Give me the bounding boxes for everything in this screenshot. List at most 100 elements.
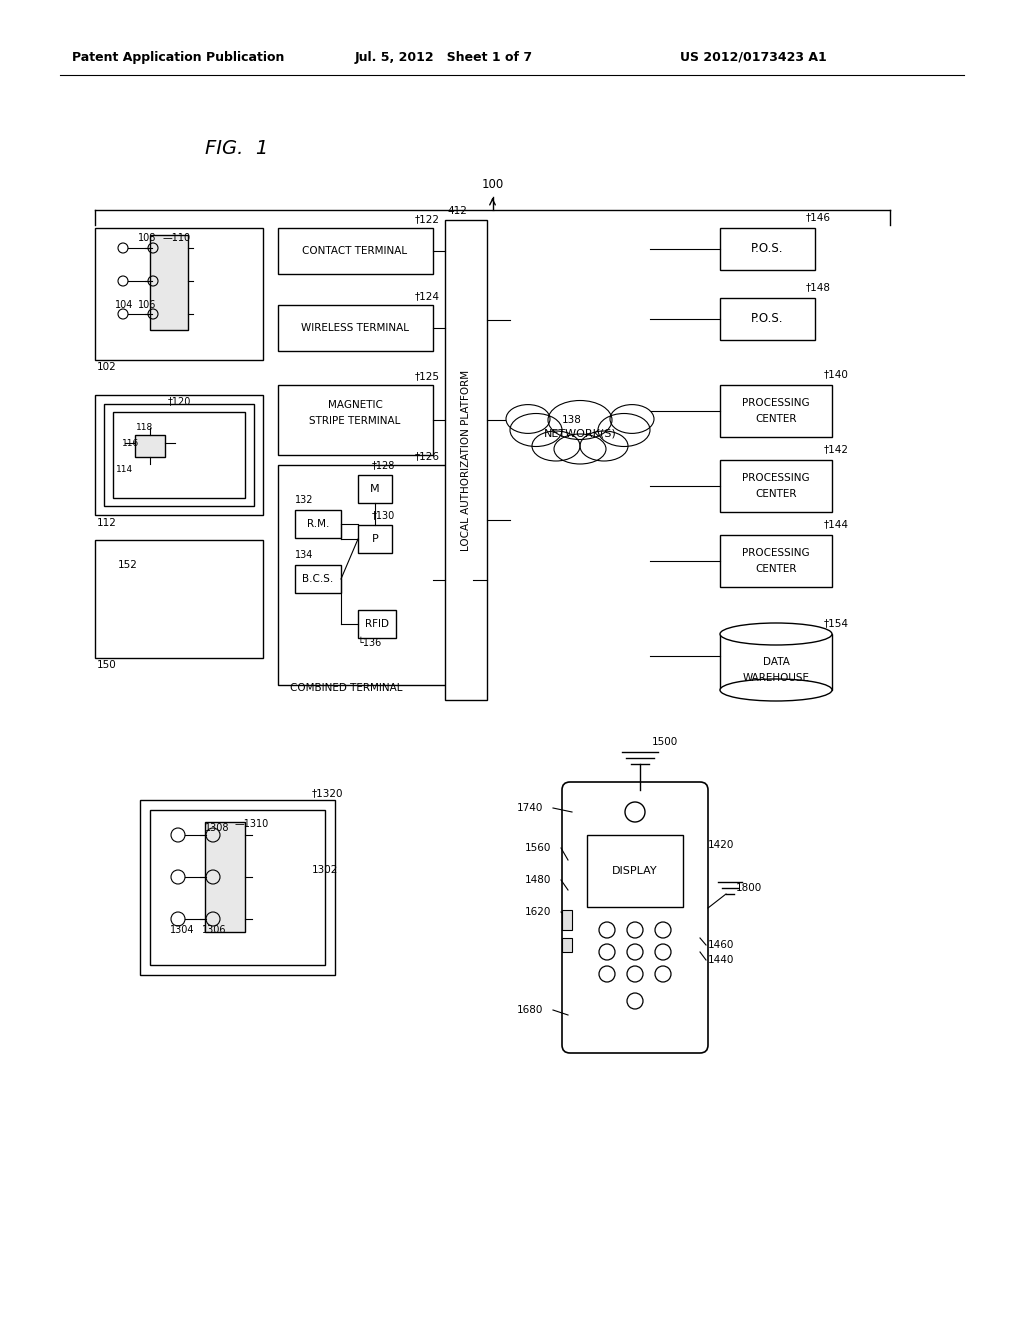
Ellipse shape xyxy=(720,623,831,645)
Text: 132: 132 xyxy=(295,495,313,506)
Text: 1740: 1740 xyxy=(517,803,544,813)
Ellipse shape xyxy=(506,405,550,433)
Ellipse shape xyxy=(598,413,650,446)
Text: —110: —110 xyxy=(163,234,191,243)
Text: P.O.S.: P.O.S. xyxy=(751,313,783,326)
Text: †146: †146 xyxy=(806,213,831,222)
Text: PROCESSING: PROCESSING xyxy=(742,548,810,558)
Bar xyxy=(445,220,487,700)
Text: 108: 108 xyxy=(138,234,157,243)
Ellipse shape xyxy=(580,432,628,461)
Text: †125: †125 xyxy=(415,371,440,381)
Ellipse shape xyxy=(532,432,580,461)
Bar xyxy=(720,459,831,512)
Bar xyxy=(720,535,831,587)
Text: NETWORK(S): NETWORK(S) xyxy=(544,428,616,438)
Text: 114: 114 xyxy=(116,466,133,474)
Bar xyxy=(95,540,263,657)
Text: †126: †126 xyxy=(415,451,440,461)
Ellipse shape xyxy=(548,400,612,440)
Bar xyxy=(562,939,572,952)
Bar xyxy=(358,525,392,553)
Text: 1302: 1302 xyxy=(312,865,338,875)
Text: DISPLAY: DISPLAY xyxy=(612,866,657,876)
Text: WAREHOUSE: WAREHOUSE xyxy=(742,673,810,682)
Text: FIG.  1: FIG. 1 xyxy=(205,139,268,157)
FancyBboxPatch shape xyxy=(562,781,708,1053)
Text: 1304: 1304 xyxy=(170,925,195,935)
Bar xyxy=(140,800,335,975)
Text: 138: 138 xyxy=(562,414,582,425)
Text: CONTACT TERMINAL: CONTACT TERMINAL xyxy=(302,246,408,256)
Text: †130: †130 xyxy=(372,510,395,520)
Text: 1800: 1800 xyxy=(736,883,762,894)
Text: STRIPE TERMINAL: STRIPE TERMINAL xyxy=(309,416,400,426)
Text: P.O.S.: P.O.S. xyxy=(751,243,783,256)
Bar xyxy=(95,395,263,515)
Text: †142: †142 xyxy=(824,444,849,454)
Text: CENTER: CENTER xyxy=(756,564,797,574)
Text: PROCESSING: PROCESSING xyxy=(742,473,810,483)
Bar xyxy=(720,228,815,271)
Bar xyxy=(720,634,831,690)
Bar xyxy=(104,404,254,506)
Bar xyxy=(135,436,165,457)
Text: 112: 112 xyxy=(97,517,117,528)
Bar xyxy=(358,475,392,503)
Text: 1308: 1308 xyxy=(205,822,229,833)
Text: 100: 100 xyxy=(481,178,504,191)
Text: †148: †148 xyxy=(806,282,831,292)
Bar xyxy=(278,305,433,351)
Text: B.C.S.: B.C.S. xyxy=(302,574,334,583)
Bar xyxy=(295,510,341,539)
Bar xyxy=(587,836,683,907)
Text: MAGNETIC: MAGNETIC xyxy=(328,400,382,411)
Text: Patent Application Publication: Patent Application Publication xyxy=(72,50,285,63)
Text: 1306: 1306 xyxy=(202,925,226,935)
Text: 118: 118 xyxy=(136,424,154,433)
Text: CENTER: CENTER xyxy=(756,414,797,424)
Text: R.M.: R.M. xyxy=(307,519,329,529)
Text: †122: †122 xyxy=(415,214,440,224)
Text: COMBINED TERMINAL: COMBINED TERMINAL xyxy=(290,682,402,693)
Bar xyxy=(150,235,188,330)
Text: †124: †124 xyxy=(415,290,440,301)
Text: 1680: 1680 xyxy=(517,1005,544,1015)
Text: 1440: 1440 xyxy=(708,954,734,965)
Text: 412: 412 xyxy=(447,206,467,216)
Text: 102: 102 xyxy=(97,362,117,372)
Bar xyxy=(358,610,396,638)
Ellipse shape xyxy=(554,434,606,465)
Text: †120: †120 xyxy=(168,396,191,407)
Text: †1320: †1320 xyxy=(312,788,343,799)
Text: PROCESSING: PROCESSING xyxy=(742,399,810,408)
Bar xyxy=(720,298,815,341)
Bar xyxy=(720,385,831,437)
Bar xyxy=(278,385,433,455)
Text: 1420: 1420 xyxy=(708,840,734,850)
Bar xyxy=(562,909,572,931)
Bar xyxy=(95,228,263,360)
Text: └136: └136 xyxy=(358,638,382,648)
Ellipse shape xyxy=(510,413,562,446)
Text: 150: 150 xyxy=(97,660,117,671)
Text: P: P xyxy=(372,535,379,544)
Bar xyxy=(278,465,473,685)
Bar xyxy=(113,412,245,498)
Text: 104: 104 xyxy=(115,300,133,310)
Text: CENTER: CENTER xyxy=(756,488,797,499)
Text: 1500: 1500 xyxy=(652,737,678,747)
Bar xyxy=(150,810,325,965)
Ellipse shape xyxy=(610,405,654,433)
Text: †128: †128 xyxy=(372,459,395,470)
Text: 1480: 1480 xyxy=(525,875,551,884)
Text: 134: 134 xyxy=(295,550,313,560)
Text: †140: †140 xyxy=(824,370,849,379)
Text: 116: 116 xyxy=(122,440,139,449)
Text: 152: 152 xyxy=(118,560,138,570)
Text: WIRELESS TERMINAL: WIRELESS TERMINAL xyxy=(301,323,409,333)
Text: †154: †154 xyxy=(824,618,849,628)
Text: 1560: 1560 xyxy=(525,843,551,853)
Text: RFID: RFID xyxy=(365,619,389,630)
Bar xyxy=(205,822,245,932)
